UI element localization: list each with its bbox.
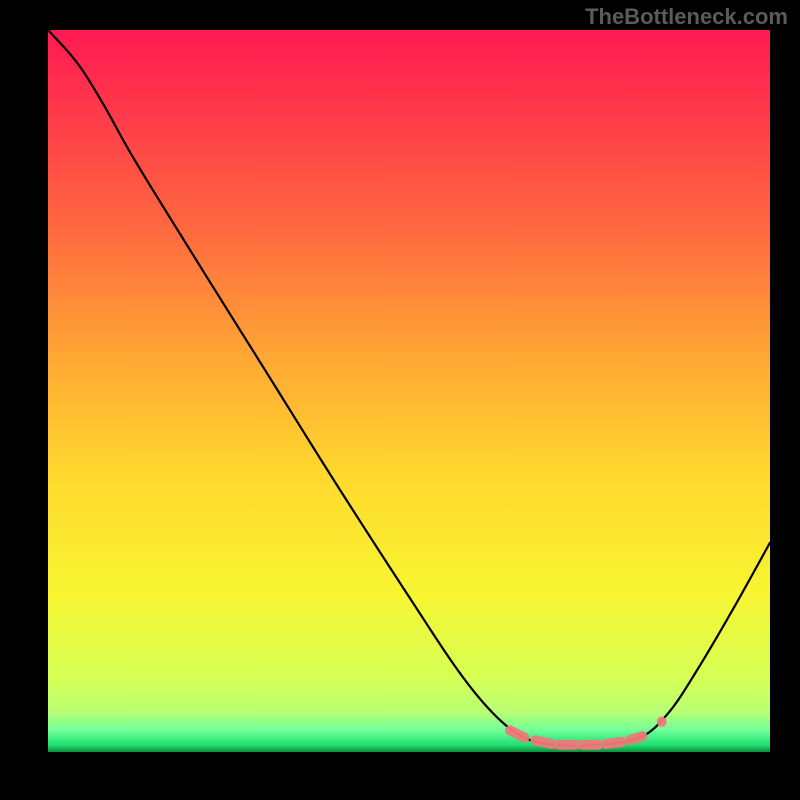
watermark-text: TheBottleneck.com <box>585 4 788 30</box>
chart-container: TheBottleneck.com <box>0 0 800 800</box>
optimal-point-marker <box>657 717 667 727</box>
plot-area <box>48 30 770 752</box>
gradient-background <box>48 30 770 752</box>
plot-svg <box>48 30 770 752</box>
plot-frame <box>0 0 800 800</box>
